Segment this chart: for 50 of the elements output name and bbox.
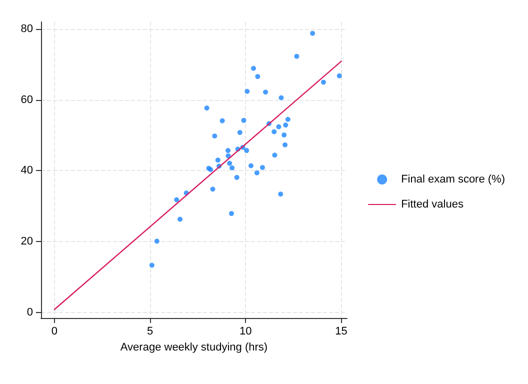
point xyxy=(212,134,218,139)
point xyxy=(178,216,183,222)
y-tick-label: 0 xyxy=(26,306,33,318)
point xyxy=(278,95,284,100)
point xyxy=(294,54,300,59)
point xyxy=(283,122,288,128)
point xyxy=(254,170,260,176)
point xyxy=(149,262,154,268)
point xyxy=(228,211,234,216)
y-tick-label: 60 xyxy=(20,94,33,106)
x-tick-label: 10 xyxy=(240,326,252,338)
point xyxy=(237,130,242,135)
point xyxy=(285,116,290,122)
point xyxy=(263,90,268,95)
point xyxy=(244,88,250,94)
y-tick-label: 80 xyxy=(20,23,33,36)
point xyxy=(272,152,278,158)
point xyxy=(227,160,232,166)
point xyxy=(230,165,235,170)
legend-label: Final exam score (%) xyxy=(401,174,506,186)
x-tick-label: 0 xyxy=(51,326,58,338)
x-tick-label: 15 xyxy=(335,326,348,338)
point xyxy=(310,30,316,36)
y-tick-label: 40 xyxy=(20,164,33,177)
point xyxy=(244,148,250,154)
legend-label: Fitted values xyxy=(401,198,464,210)
y-tick-label: 20 xyxy=(20,236,33,248)
point xyxy=(226,153,231,158)
point xyxy=(204,106,210,111)
point xyxy=(276,124,282,130)
point xyxy=(248,163,254,168)
point xyxy=(174,197,180,202)
point xyxy=(255,74,260,80)
x-tick-label: 5 xyxy=(146,326,154,338)
point xyxy=(272,129,277,134)
point xyxy=(336,73,342,78)
point xyxy=(154,238,160,244)
point xyxy=(226,148,231,154)
point xyxy=(278,192,284,197)
point xyxy=(220,118,225,124)
point xyxy=(250,66,256,71)
point xyxy=(210,186,216,192)
point xyxy=(282,142,288,148)
x-axis-title: Average weekly studying (hrs) xyxy=(120,342,268,354)
point xyxy=(320,80,326,85)
point xyxy=(215,158,220,163)
point xyxy=(260,165,265,170)
point xyxy=(241,118,246,123)
point xyxy=(282,132,287,138)
point xyxy=(234,174,240,180)
